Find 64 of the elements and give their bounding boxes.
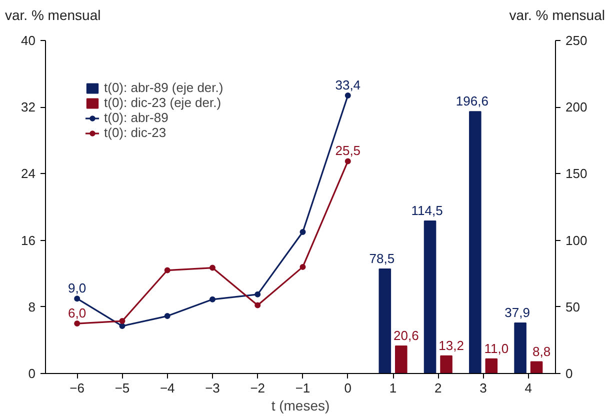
point	[300, 264, 306, 270]
point	[209, 296, 216, 302]
data-label: 33,4	[335, 77, 361, 92]
data-label: 13,2	[438, 338, 464, 353]
point	[300, 228, 306, 235]
x-axis-title: t (meses)	[271, 398, 330, 414]
bar	[440, 355, 452, 374]
data-label: 6,0	[68, 306, 86, 321]
point	[209, 264, 216, 271]
legend-label: t(0): abr-89	[104, 110, 168, 125]
legend-label: t(0): dic-23	[104, 125, 166, 140]
point	[254, 302, 261, 308]
x-tick-label: 0	[344, 380, 352, 396]
y-tick-label: 32	[21, 100, 36, 115]
data-label: 25,5	[335, 143, 361, 158]
y2-tick-label: 50	[566, 299, 580, 314]
bar	[514, 322, 526, 374]
point	[164, 313, 170, 320]
point	[119, 323, 126, 330]
y-tick-label: 40	[21, 33, 36, 48]
x-tick-label: −1	[295, 380, 310, 396]
x-tick-label: 2	[434, 380, 442, 396]
data-label: 78,5	[369, 250, 395, 266]
data-label: 11,0	[484, 340, 509, 356]
bar	[395, 346, 408, 374]
y2-tick-label: 200	[566, 100, 588, 115]
point	[74, 296, 80, 302]
x-tick-label: 3	[480, 380, 487, 396]
data-label: 37,9	[504, 305, 530, 320]
x-tick-label: −5	[114, 380, 130, 396]
y2-tick-label: 100	[566, 232, 588, 248]
point	[119, 318, 126, 324]
x-tick-label: −2	[250, 380, 266, 396]
data-label: 20,6	[393, 328, 419, 344]
data-label: 196,6	[456, 94, 488, 109]
y-tick-label: 16	[21, 232, 36, 248]
y2-axis-title: var. % mensual	[509, 6, 605, 25]
x-tick-label: 4	[524, 380, 532, 396]
y2-tick-label: 0	[566, 366, 573, 381]
y-tick-label: 0	[28, 366, 36, 381]
point	[74, 320, 80, 327]
data-label: 114,5	[411, 202, 443, 218]
data-label: 8,8	[532, 344, 551, 359]
y-axis-title: var. % mensual	[5, 6, 101, 25]
bar	[485, 358, 498, 374]
y-tick-label: 8	[28, 299, 36, 314]
x-tick-label: −6	[70, 380, 85, 396]
data-label: 9,0	[68, 280, 86, 296]
y-tick-label: 24	[21, 166, 36, 182]
y2-tick-label: 150	[566, 166, 588, 182]
legend-label: t(0): abr-89 (eje der.)	[104, 80, 224, 95]
bar	[530, 361, 543, 374]
point	[164, 267, 170, 274]
x-tick-label: −4	[160, 380, 175, 396]
x-tick-label: 1	[389, 380, 397, 396]
legend-label: t(0): dic-23 (eje der.)	[104, 95, 222, 110]
point	[344, 92, 351, 98]
y2-tick-label: 250	[566, 33, 588, 48]
bar	[378, 268, 392, 374]
point	[254, 291, 261, 298]
bar	[424, 220, 436, 374]
bar	[469, 111, 482, 374]
x-tick-label: −3	[205, 380, 220, 396]
point	[344, 158, 351, 164]
